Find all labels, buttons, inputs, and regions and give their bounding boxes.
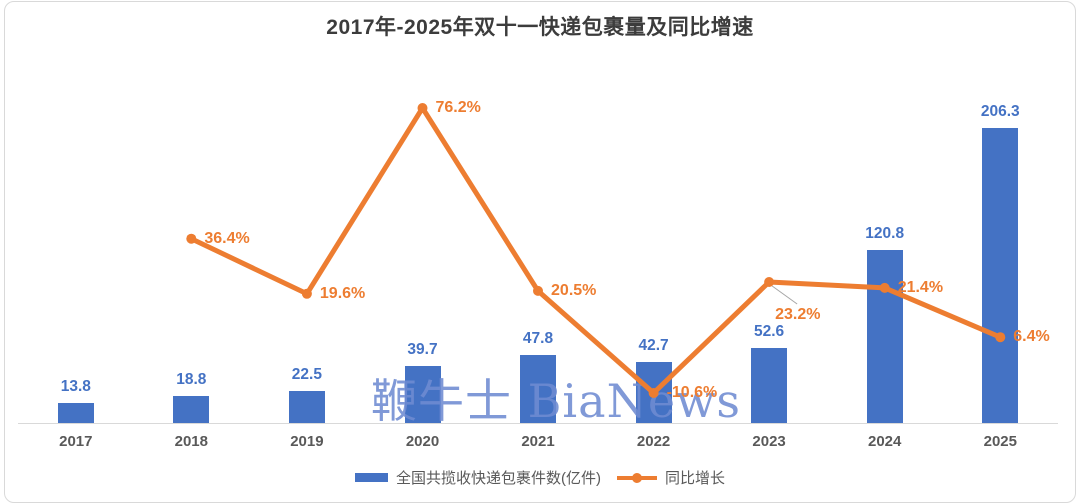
x-axis-label-2025: 2025 (983, 433, 1017, 450)
legend-line-label: 同比增长 (664, 470, 725, 487)
watermark: 鞭牛士 BiaNews (371, 374, 742, 428)
legend-bar-swatch-icon (354, 473, 388, 482)
legend-line-swatch-icon (616, 472, 657, 483)
bar-value-label-2017: 13.8 (60, 378, 91, 396)
bar-value-label-2024: 120.8 (865, 225, 905, 243)
growth-point-2019 (301, 288, 312, 299)
growth-label-2022: -10.6% (666, 384, 718, 401)
growth-point-2023 (764, 277, 775, 287)
bar-2024 (866, 250, 903, 423)
bar-2018 (173, 396, 210, 423)
bar-2019 (288, 390, 325, 423)
bar-value-label-2019: 22.5 (291, 365, 322, 383)
x-axis-label-2019: 2019 (290, 433, 324, 450)
x-axis-label-2018: 2018 (174, 433, 208, 450)
growth-line (188, 105, 1003, 396)
growth-label-2020: 76.2% (435, 98, 481, 116)
bar-2023 (751, 347, 788, 423)
growth-label-2023: 23.2% (775, 306, 821, 324)
growth-label-2025: 6.4% (1013, 328, 1050, 346)
growth-label-2021: 20.5% (551, 281, 597, 299)
label-leader-line (771, 285, 798, 305)
growth-point-2021 (533, 285, 543, 296)
growth-label-2024: 21.4% (897, 278, 944, 296)
growth-point-2024 (879, 282, 890, 293)
growth-point-2020 (417, 103, 428, 113)
legend-bar-label: 全国共揽收快递包裹件数(亿件) (395, 470, 601, 487)
bar-2025 (982, 127, 1019, 423)
growth-label-2019: 19.6% (319, 284, 366, 302)
bar-value-label-2021: 47.8 (522, 329, 554, 347)
growth-point-2022 (648, 388, 659, 398)
x-axis-label-2017: 2017 (59, 433, 93, 450)
x-axis-label-2020: 2020 (405, 433, 440, 450)
bar-2021 (520, 354, 556, 423)
x-axis-label-2024: 2024 (868, 433, 902, 450)
growth-point-2018 (186, 233, 197, 244)
x-axis-label-2021: 2021 (521, 433, 555, 450)
x-axis-line (18, 423, 1058, 424)
x-axis-label-2022: 2022 (636, 433, 671, 450)
bar-value-label-2025: 206.3 (980, 102, 1020, 120)
growth-label-2018: 36.4% (204, 229, 250, 247)
bar-2020 (404, 366, 441, 423)
growth-point-2025 (995, 332, 1006, 343)
bar-value-label-2020: 39.7 (407, 341, 438, 359)
x-axis-label-2023: 2023 (752, 433, 786, 450)
chart-title: 2017年-2025年双十一快递包裹量及同比增速 (326, 16, 754, 39)
legend: 全国共揽收快递包裹件数(亿件) 同比增长 (0, 467, 1080, 488)
bar-value-label-2022: 42.7 (638, 336, 669, 354)
bar-value-label-2023: 52.6 (754, 322, 785, 340)
bar-value-label-2018: 18.8 (176, 371, 207, 389)
bar-2017 (57, 403, 94, 423)
